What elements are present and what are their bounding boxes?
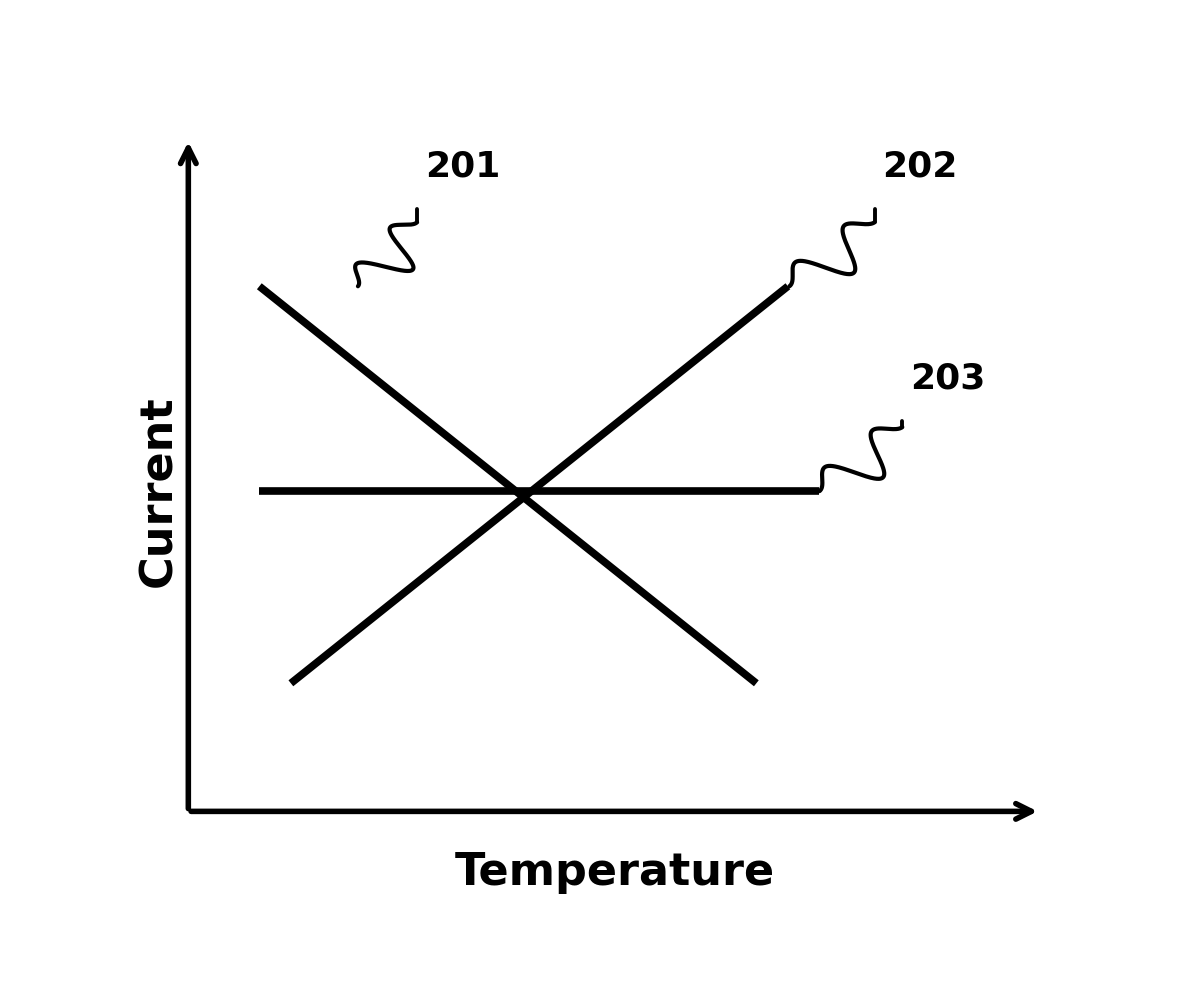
Text: 202: 202 <box>883 150 958 184</box>
Text: 203: 203 <box>910 361 985 395</box>
Text: Current: Current <box>137 395 180 587</box>
Text: Temperature: Temperature <box>454 850 774 894</box>
Text: 201: 201 <box>425 150 500 184</box>
